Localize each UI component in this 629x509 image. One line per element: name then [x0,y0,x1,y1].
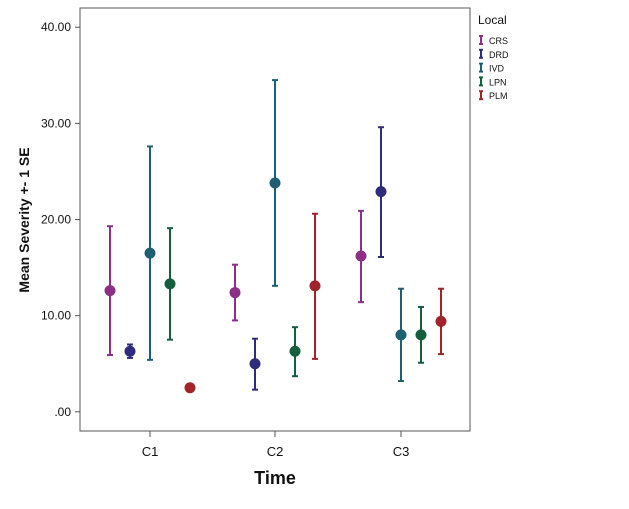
y-tick-label: 10.00 [41,309,71,323]
mean-point-plm-c3 [435,315,447,327]
mean-point-drd-c3 [375,186,387,198]
legend-label-drd: DRD [489,50,509,60]
mean-point-lpn-c3 [415,329,427,341]
legend-item-plm: PLM [479,90,508,101]
legend-label-crs: CRS [489,36,508,46]
legend-title: Local [478,13,507,27]
mean-point-ivd-c2 [269,177,281,189]
legend-item-ivd: IVD [479,62,505,74]
y-axis: .00 10.00 20.00 30.00 40.00 [41,20,80,419]
y-tick-label: 40.00 [41,20,71,34]
series-plm [184,212,447,394]
x-tick-label: C3 [393,444,410,459]
x-tick-label: C2 [267,444,284,459]
legend-label-plm: PLM [489,91,508,101]
series-layer [104,79,447,394]
mean-point-ivd-c3 [395,329,407,341]
legend-item-crs: CRS [479,35,508,46]
mean-point-drd-c2 [249,358,261,370]
series-crs [104,209,367,357]
mean-point-drd-c1 [124,345,136,357]
legend-label-ivd: IVD [489,64,505,74]
y-tick-label: 20.00 [41,213,71,227]
series-ivd [144,79,407,383]
y-axis-label: Mean Severity +- 1 SE [16,147,32,292]
mean-point-crs-c3 [355,250,367,262]
y-tick-label: .00 [54,405,71,419]
legend-label-lpn: LPN [489,77,507,87]
mean-point-lpn-c1 [164,278,176,290]
series-drd [124,126,387,391]
y-tick-label: 30.00 [41,116,71,130]
mean-point-lpn-c2 [289,345,301,357]
mean-point-crs-c2 [229,287,241,299]
x-axis: C1 C2 C3 [142,431,410,459]
mean-point-crs-c1 [104,285,116,297]
x-axis-label: Time [254,468,296,488]
mean-point-plm-c2 [309,280,321,292]
legend-item-drd: DRD [479,48,509,60]
mean-point-ivd-c1 [144,247,156,259]
x-tick-label: C1 [142,444,159,459]
legend: Local CRS DRD IVD LPN PLM [478,13,509,101]
series-lpn [164,227,427,378]
mean-point-plm-c1 [184,382,196,394]
legend-item-lpn: LPN [479,76,507,87]
